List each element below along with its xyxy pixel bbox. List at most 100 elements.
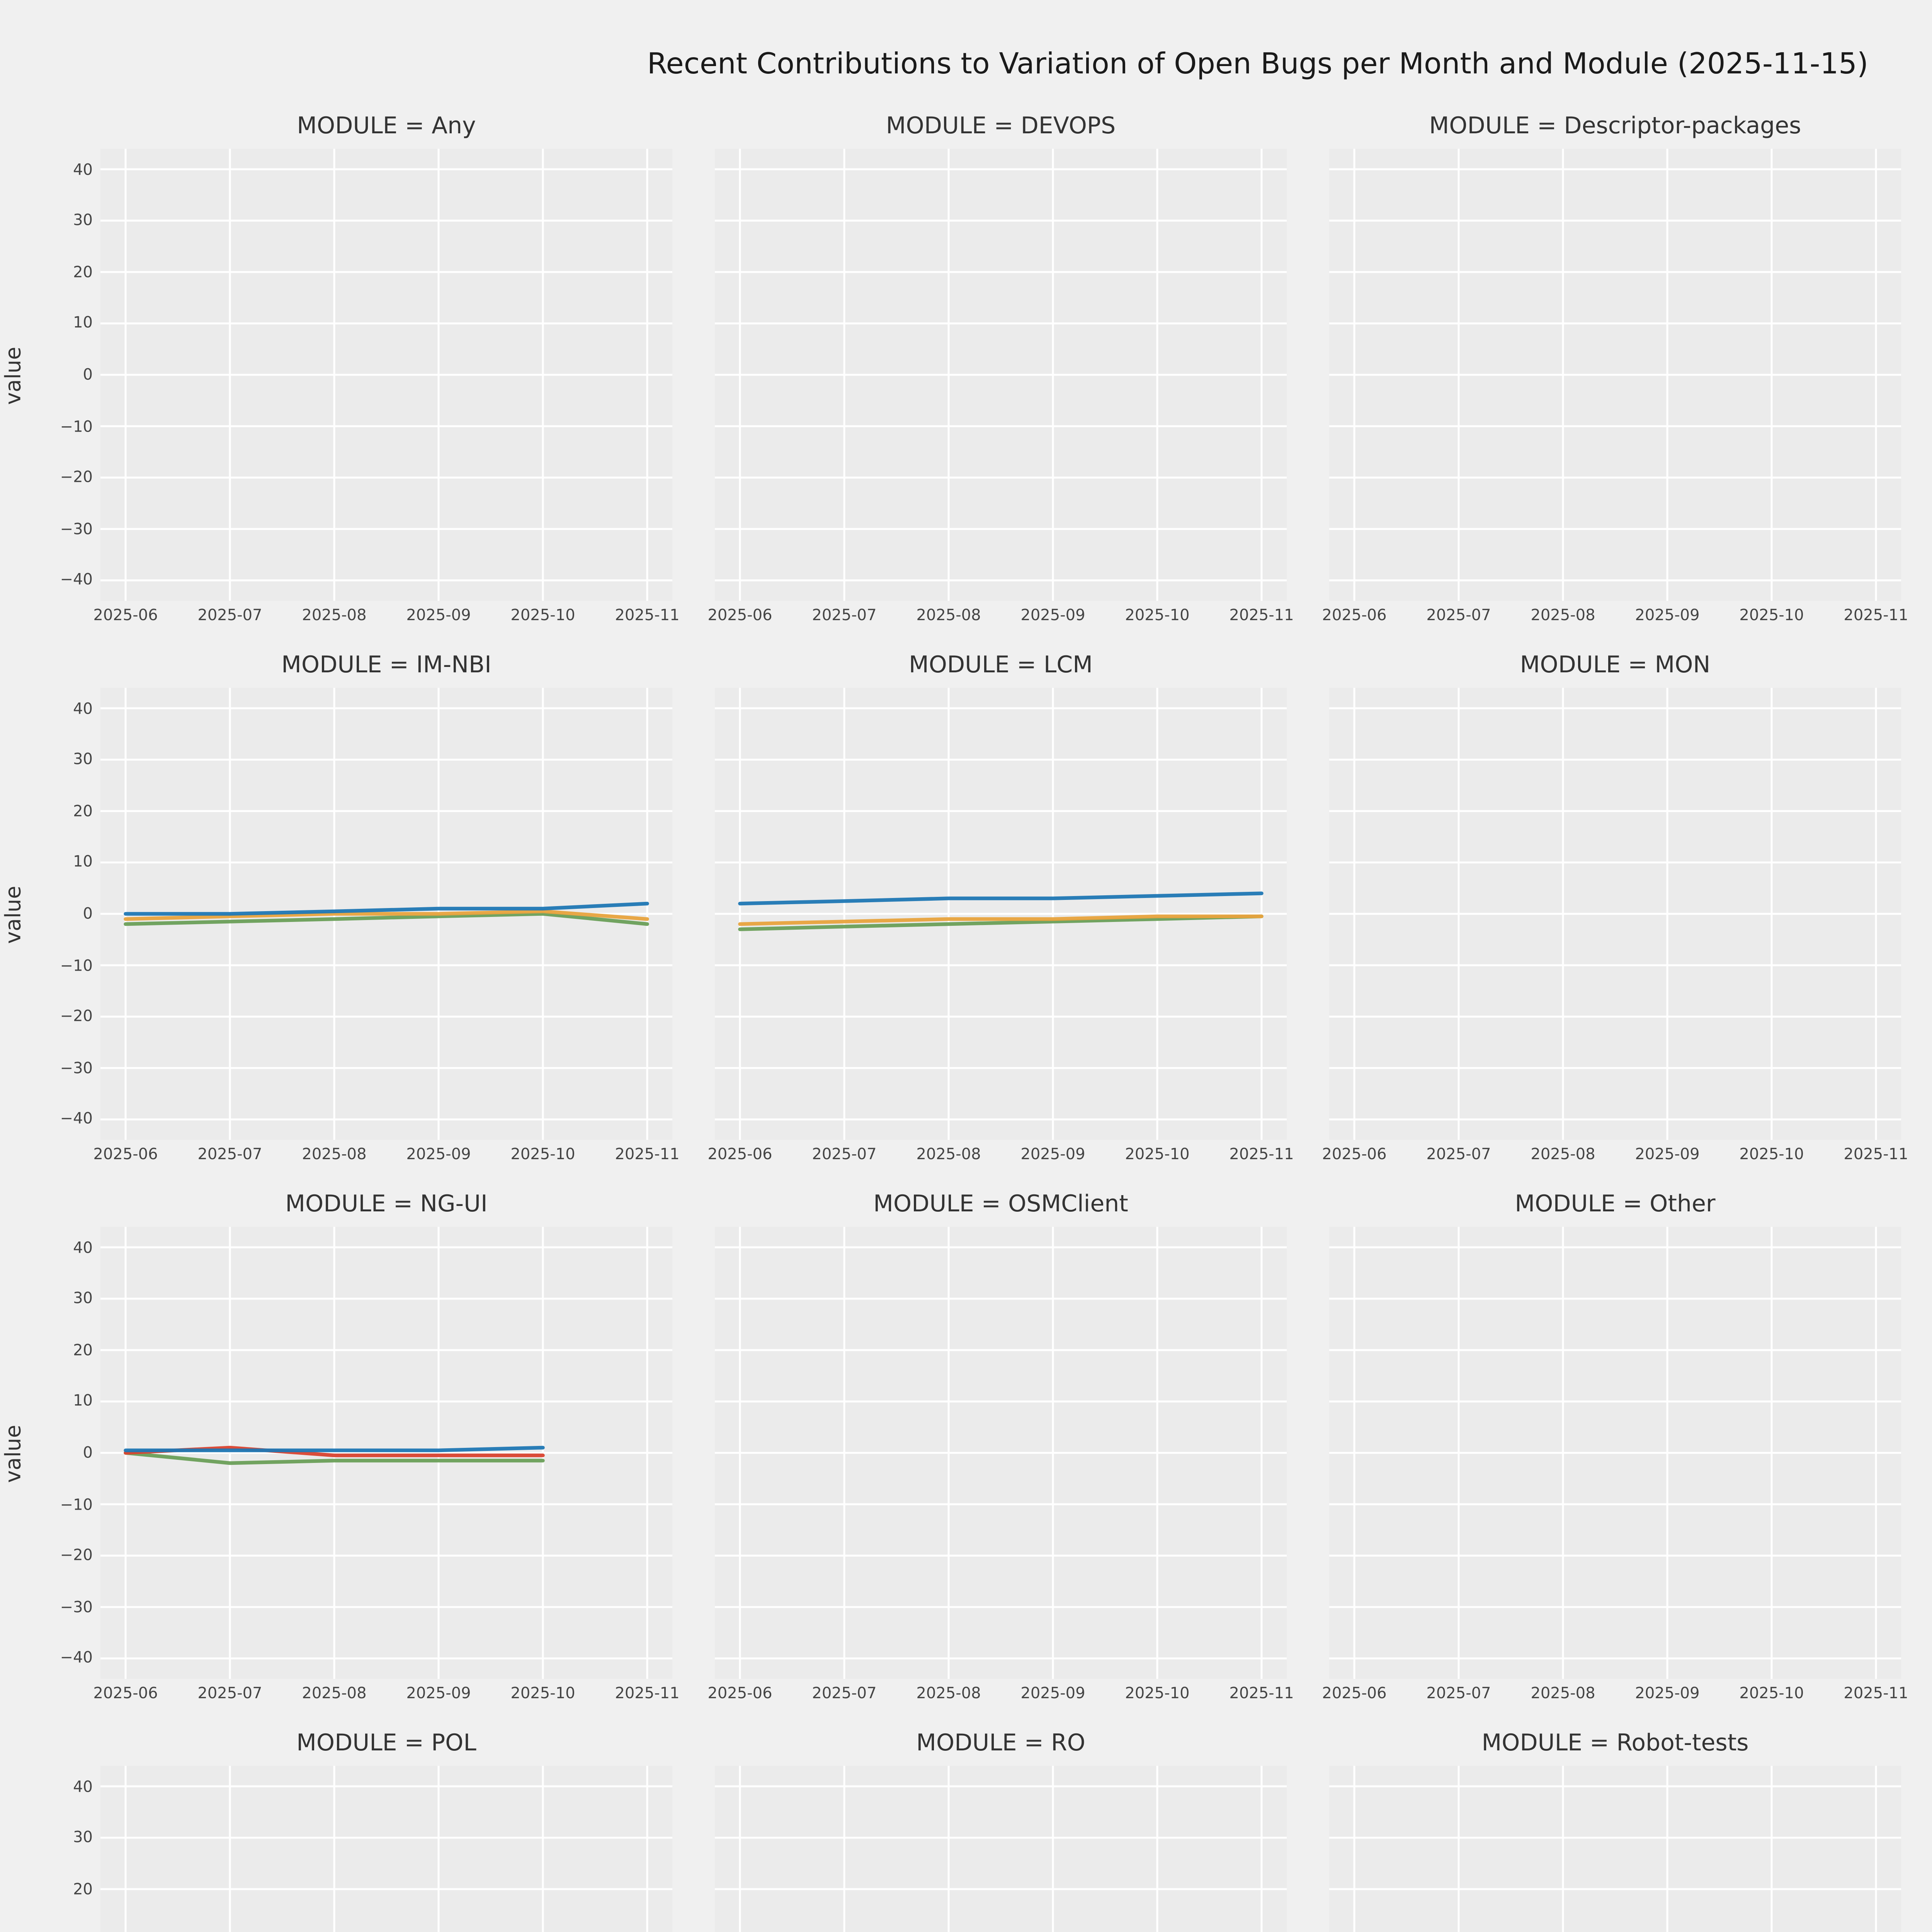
x-tick-label: 2025-11: [1229, 1685, 1294, 1702]
x-tick-label: 2025-07: [812, 1685, 877, 1702]
x-tick-label: 2025-07: [197, 1685, 262, 1702]
series-line-false-closed: [738, 914, 1264, 926]
gridlines: [1329, 149, 1901, 601]
plot-svg: [715, 688, 1287, 1140]
x-tick-label: 2025-11: [1844, 1685, 1908, 1702]
plot-svg: [1329, 688, 1901, 1140]
y-tick-label: −30: [60, 1059, 93, 1077]
series-line-closed: [738, 914, 1264, 931]
y-tick-label: 20: [73, 1880, 93, 1898]
facet-title: MODULE = Other: [1515, 1190, 1716, 1217]
x-tick-label: 2025-08: [302, 1685, 367, 1702]
plot-area: [1329, 1766, 1901, 1932]
facet-title: MODULE = POL: [296, 1729, 476, 1756]
x-tick-label: 2025-10: [510, 1146, 575, 1163]
plot-area: [1329, 688, 1901, 1140]
x-tick-label: 2025-08: [302, 1146, 367, 1163]
facet-title: MODULE = LCM: [908, 651, 1093, 678]
x-tick-label: 2025-10: [1125, 1146, 1190, 1163]
y-axis-label: value: [1, 345, 26, 404]
x-tick-label: 2025-10: [1125, 607, 1190, 624]
chart-title: Recent Contributions to Variation of Ope…: [647, 46, 1869, 81]
gridlines: [1329, 1227, 1901, 1679]
facet-title: MODULE = NG-UI: [285, 1190, 488, 1217]
panel-background: [1329, 1766, 1901, 1932]
y-tick-label: 30: [73, 212, 93, 230]
series-line-false-closed: [124, 909, 649, 921]
y-tick-label: 40: [73, 699, 93, 717]
y-axis-label: value: [1, 1423, 26, 1482]
gridlines: [715, 688, 1287, 1140]
y-tick-label: −40: [60, 1650, 93, 1667]
facet-descriptor-packages: MODULE = Descriptor-packages 2025-06 2025-…: [1322, 112, 1908, 630]
plot-svg: [1329, 1227, 1901, 1679]
facet-row: MODULE = IM-NBI 40 30 20 10 0 −10 −20 −30 −40 valu…: [0, 651, 1932, 1169]
x-tick-label: 2025-06: [93, 1685, 158, 1702]
x-tick-label: 2025-06: [707, 1685, 772, 1702]
y-tick-label: 20: [73, 802, 93, 820]
plot-svg: [715, 149, 1287, 601]
y-tick-label: 10: [73, 1393, 93, 1410]
series-line-opened: [124, 1446, 545, 1452]
y-tick-label: 20: [73, 1341, 93, 1359]
x-tick-label: 2025-11: [615, 607, 680, 624]
x-tick-label: 2025-06: [93, 607, 158, 624]
plot-svg: [1329, 1766, 1901, 1932]
x-tick-label: 2025-10: [1739, 607, 1804, 624]
x-tick-label: 2025-09: [406, 1146, 471, 1163]
x-tick-label: 2025-11: [615, 1685, 680, 1702]
x-tick-label: 2025-11: [1229, 607, 1294, 624]
facet-title: MODULE = MON: [1520, 651, 1711, 678]
y-axis-label-wrap: value: [0, 688, 27, 1140]
y-tick-label: 40: [73, 160, 93, 178]
gridlines: [100, 149, 672, 601]
x-tick-label: 2025-08: [916, 1146, 981, 1163]
facet-any: MODULE = Any 40 30 20 10 0 −10 −20 −30 −40 value 20…: [1, 112, 680, 630]
x-tick-label: 2025-06: [1322, 1146, 1387, 1163]
plot-area: [1329, 149, 1901, 601]
facet-row: MODULE = NG-UI 40 30 20 10 0 −10 −20 −30 −40 value…: [0, 1190, 1932, 1708]
series-line-opened: [738, 891, 1264, 906]
y-tick-label: 20: [73, 263, 93, 281]
x-tick-label: 2025-10: [1739, 1146, 1804, 1163]
plot-svg: [100, 149, 672, 601]
facet-osmclient: MODULE = OSMClient 2025-06 2025-07 2025-08 2…: [707, 1190, 1294, 1708]
facet-pol: MODULE = POL403020100−10−20−30−40value20…: [73, 1729, 672, 1932]
y-tick-label: 30: [73, 751, 93, 769]
y-tick-label: 30: [73, 1829, 93, 1847]
y-tick-label: 0: [83, 366, 93, 384]
x-tick-label: 2025-06: [707, 1146, 772, 1163]
x-tick-label: 2025-09: [1020, 1146, 1085, 1163]
y-tick-label: 40: [73, 1777, 93, 1795]
y-axis-label-wrap: value: [0, 1227, 27, 1679]
x-tick-label: 2025-09: [406, 1685, 471, 1702]
plot-svg: [715, 1227, 1287, 1679]
x-ticks: 2025-06 2025-07 2025-08 2025-09 2025-10 2025-…: [93, 1685, 679, 1708]
series-line-opened: [124, 901, 649, 916]
facet-ng-ui: MODULE = NG-UI 40 30 20 10 0 −10 −20 −30 −40 value…: [1, 1190, 680, 1708]
x-tick-label: 2025-07: [1426, 607, 1491, 624]
facet-lcm: MODULE = LCM 2025-06 2025-07 2025-08 2025-09…: [707, 651, 1294, 1169]
panel-background: [100, 1766, 672, 1932]
plot-svg: [100, 1766, 672, 1932]
facet-title: MODULE = Any: [297, 112, 476, 139]
x-tick-label: 2025-10: [510, 607, 575, 624]
plot-area: [715, 149, 1287, 601]
facet-mon: MODULE = MON 2025-06 2025-07 2025-08 2025-09…: [1322, 651, 1908, 1169]
y-tick-label: 40: [73, 1238, 93, 1256]
x-tick-label: 2025-08: [1531, 607, 1595, 624]
facet-title: MODULE = IM-NBI: [281, 651, 492, 678]
x-tick-label: 2025-11: [1844, 1146, 1908, 1163]
y-tick-label: −40: [60, 571, 93, 589]
x-tick-label: 2025-07: [197, 1146, 262, 1163]
x-tick-label: 2025-11: [1229, 1146, 1294, 1163]
y-tick-label: 0: [83, 1444, 93, 1462]
x-tick-label: 2025-10: [1125, 1685, 1190, 1702]
y-tick-label: −10: [60, 956, 93, 974]
plot-area: [715, 688, 1287, 1140]
series-line-closed: [124, 1451, 545, 1465]
